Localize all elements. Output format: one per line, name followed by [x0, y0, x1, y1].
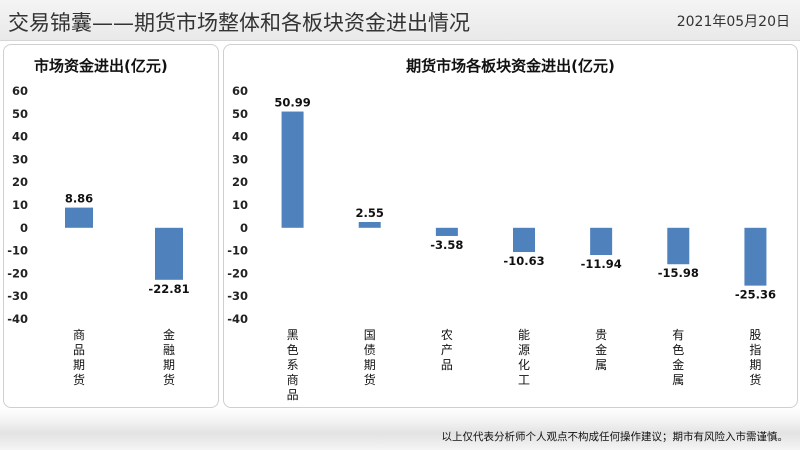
y-tick-label: -40 [7, 312, 28, 326]
data-label: -15.98 [658, 266, 699, 280]
decorative-brush-band [0, 408, 800, 450]
header-bar: 交易锦囊——期货市场整体和各板块资金进出情况 2021年05月20日 [0, 0, 800, 41]
y-tick-label: -30 [7, 289, 28, 303]
category-label: 有色金属 [672, 328, 684, 387]
sector-flow-title: 期货市场各板块资金进出(亿元) [406, 57, 615, 75]
data-label: 50.99 [274, 96, 310, 110]
category-label: 金融期货 [163, 327, 175, 387]
y-tick-label: 50 [12, 107, 28, 121]
bar [281, 111, 304, 228]
bar [744, 227, 767, 286]
y-tick-label: 40 [12, 130, 28, 144]
bar [358, 221, 381, 228]
y-tick-label: -10 [7, 244, 28, 258]
page-title: 交易锦囊——期货市场整体和各板块资金进出情况 [8, 11, 470, 35]
risk-disclaimer: 以上仅代表分析师个人观点不构成任何操作建议；期市有风险入市需谨慎。 [441, 431, 789, 443]
bar [435, 227, 458, 236]
market-flow-chart: 60 50 40 30 20 10 0 -10 -20 -30 -40 8.86 商品期货 -22.81 金… [7, 84, 189, 387]
category-label: 商品期货 [73, 327, 85, 387]
y-tick-label: 10 [12, 198, 28, 212]
category-label: 贵金属 [595, 328, 607, 372]
category-label: 能源化工 [518, 328, 530, 387]
market-flow-panel: 市场资金进出(亿元) 60 50 40 30 20 10 0 -10 -20 -30 -40 8.86… [3, 44, 219, 408]
y-tick-label: 30 [12, 152, 28, 166]
bar [155, 227, 183, 280]
sector-flow-panel: 期货市场各板块资金进出(亿元) 60 50 40 30 20 10 0 -10 -20 -30 -4… [223, 44, 798, 408]
y-tick-label: 60 [12, 84, 28, 98]
data-label: -11.94 [581, 257, 622, 271]
y-tick-label: -20 [7, 266, 28, 280]
category-label: 农产品 [441, 328, 453, 372]
data-label: -25.36 [735, 288, 776, 302]
y-tick-label: 60 [232, 84, 248, 98]
y-tick-label: 20 [12, 175, 28, 189]
data-label: 2.55 [356, 206, 384, 220]
bar [590, 227, 613, 256]
bar [513, 227, 535, 253]
y-tick-label: -10 [227, 244, 248, 258]
report-date: 2021年05月20日 [676, 14, 790, 30]
y-tick-label: 10 [232, 198, 248, 212]
data-label: -3.58 [430, 238, 463, 252]
category-label: 黑色系商品 [287, 328, 299, 402]
category-label: 国债期货 [364, 328, 376, 387]
data-label: 8.86 [65, 192, 93, 206]
bar [65, 207, 93, 228]
y-tick-label: -20 [227, 266, 248, 280]
y-tick-label: 0 [240, 221, 248, 235]
market-flow-title: 市场资金进出(亿元) [34, 57, 168, 75]
y-tick-label: 0 [20, 221, 28, 235]
bar [667, 227, 690, 265]
data-label: -10.63 [503, 254, 544, 268]
data-label: -22.81 [148, 282, 189, 296]
y-tick-label: 30 [232, 152, 248, 166]
y-tick-label: 40 [232, 130, 248, 144]
y-tick-label: -30 [227, 289, 248, 303]
y-tick-label: 20 [232, 175, 248, 189]
y-tick-label: -40 [227, 312, 248, 326]
category-label: 股指期货 [749, 328, 761, 387]
sector-flow-chart: 60 50 40 30 20 10 0 -10 -20 -30 -40 50.99 黑色系商品 2.55 国… [227, 84, 776, 402]
y-tick-label: 50 [232, 107, 248, 121]
